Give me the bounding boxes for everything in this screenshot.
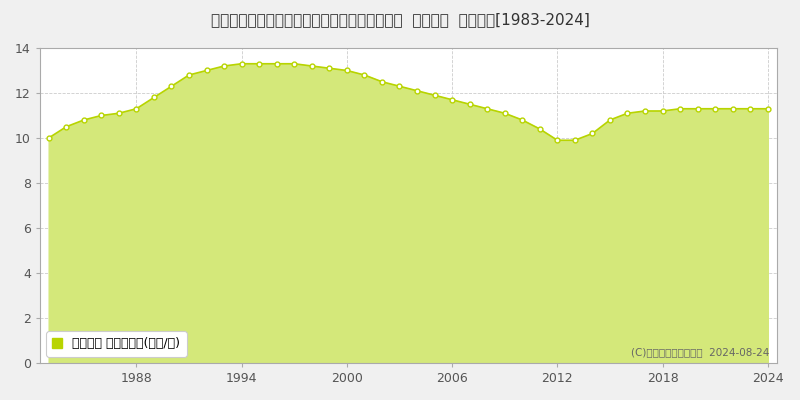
Legend: 地価公示 平均坪単価(万円/坪): 地価公示 平均坪単価(万円/坪)	[46, 331, 186, 357]
Text: (C)土地価格ドットコム  2024-08-24: (C)土地価格ドットコム 2024-08-24	[631, 347, 770, 357]
Text: 福島県いわき市勿来町窪田町通１丁目５８番２  地価公示  地価推移[1983-2024]: 福島県いわき市勿来町窪田町通１丁目５８番２ 地価公示 地価推移[1983-202…	[210, 12, 590, 27]
